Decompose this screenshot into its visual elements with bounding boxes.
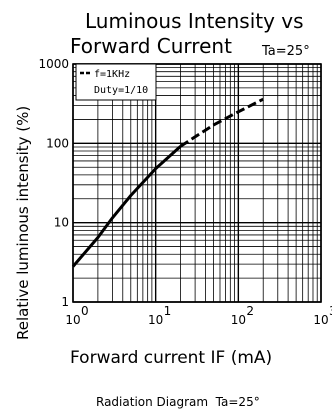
chart-title-line2: Forward Current	[70, 34, 232, 58]
data-lines	[71, 97, 264, 268]
legend-frequency: f=1KHz	[94, 69, 130, 80]
x-tick-exponent: 0	[81, 304, 89, 318]
x-tick-exponent: 3	[329, 304, 332, 318]
y-tick-label: 10	[54, 216, 69, 230]
x-tick-label: 10	[65, 313, 80, 327]
tick-labels: 1101001000100101102103	[38, 57, 332, 327]
x-tick-label: 10	[231, 313, 246, 327]
x-axis-label: Forward current IF (mA)	[70, 348, 272, 368]
x-tick-label: 10	[148, 313, 163, 327]
y-axis-label: Relative luminous intensity (%)	[14, 106, 32, 340]
legend-duty: Duty=1/10	[94, 85, 148, 96]
y-tick-label: 100	[46, 136, 69, 150]
chart-caption: Radiation Diagram Ta=25°	[96, 395, 260, 409]
y-tick-label: 1	[61, 295, 69, 309]
x-tick-exponent: 2	[246, 304, 254, 318]
plot-frame	[72, 63, 322, 303]
y-tick-label: 1000	[38, 57, 69, 71]
pulsed-curve	[179, 97, 264, 148]
chart-title-line1: Luminous Intensity vs	[85, 9, 304, 33]
legend-box	[75, 63, 157, 101]
x-tick-exponent: 1	[164, 304, 172, 318]
temperature-condition: Ta=25°	[261, 44, 310, 59]
x-tick-label: 10	[313, 313, 328, 327]
grid	[72, 63, 322, 303]
dc-curve	[71, 145, 182, 268]
legend: f=1KHz Duty=1/10	[75, 63, 157, 101]
